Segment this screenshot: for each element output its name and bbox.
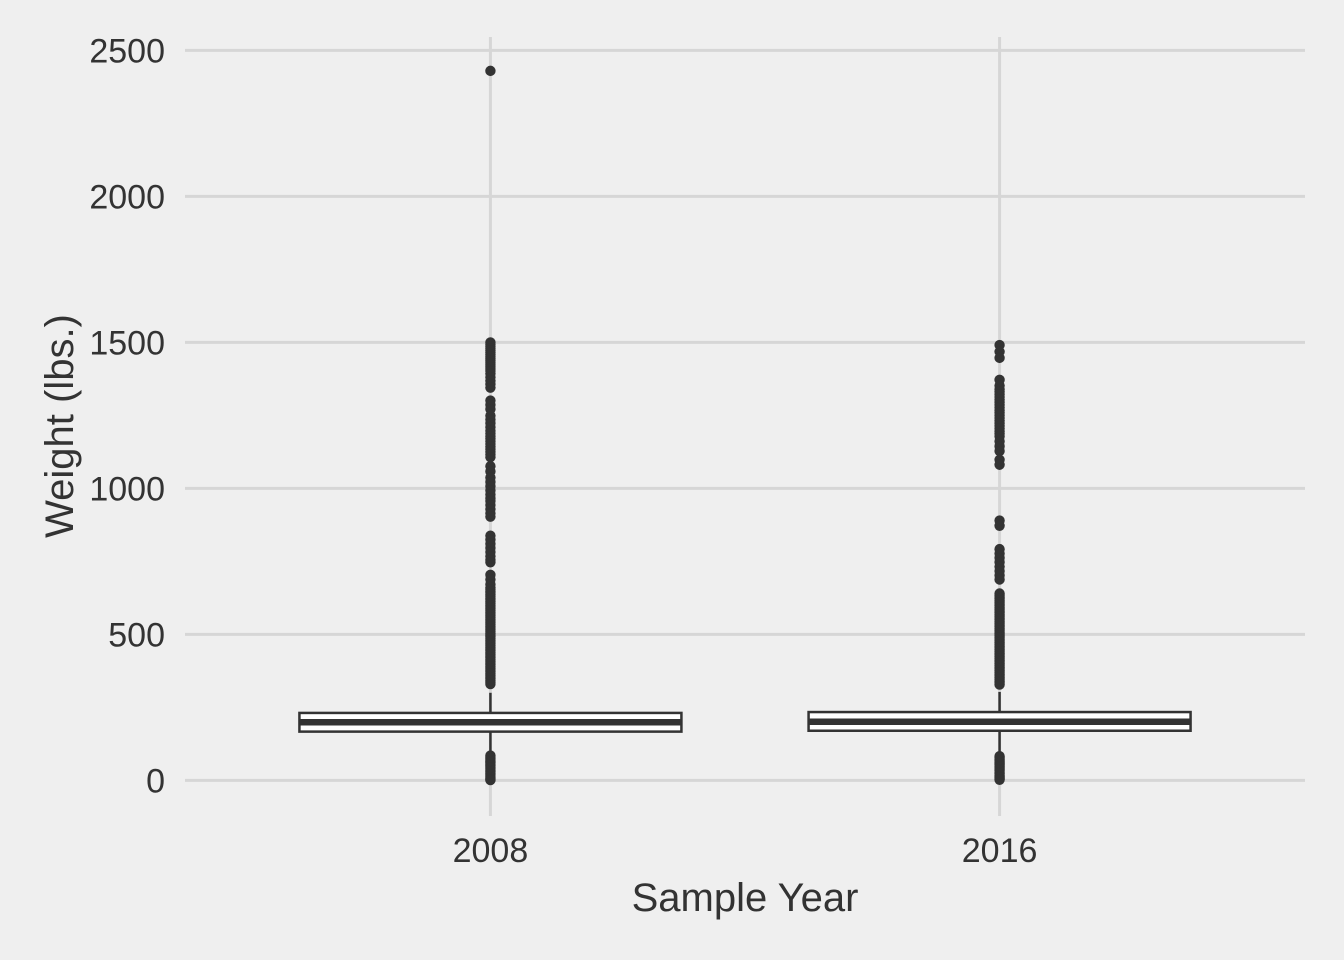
y-axis-title: Weight (lbs.) bbox=[38, 314, 82, 538]
outlier-point-2016 bbox=[994, 774, 1005, 785]
y-tick-label-2500: 2500 bbox=[89, 32, 165, 70]
outlier-point-2016 bbox=[994, 520, 1005, 531]
x-tick-label-2016: 2016 bbox=[962, 832, 1038, 870]
y-tick-label-0: 0 bbox=[146, 762, 165, 800]
outlier-point-2008 bbox=[485, 774, 496, 786]
outlier-point-2008 bbox=[485, 557, 496, 568]
outlier-point-2008 bbox=[485, 382, 496, 393]
y-tick-label-1000: 1000 bbox=[89, 470, 165, 508]
outlier-point-2008 bbox=[485, 451, 496, 463]
y-tick-label-2000: 2000 bbox=[89, 178, 165, 216]
y-tick-label-500: 500 bbox=[108, 616, 165, 654]
outlier-point-2016 bbox=[994, 445, 1005, 457]
x-axis-title: Sample Year bbox=[631, 876, 859, 920]
outlier-point-2016 bbox=[994, 679, 1005, 690]
outlier-point-2008 bbox=[485, 65, 496, 77]
outlier-point-2016 bbox=[994, 574, 1005, 585]
x-tick-label-2008: 2008 bbox=[453, 832, 529, 870]
outlier-point-2016 bbox=[994, 352, 1005, 364]
outlier-point-2016 bbox=[994, 459, 1005, 470]
y-tick-label-1500: 1500 bbox=[89, 324, 165, 362]
outlier-point-2008 bbox=[485, 678, 496, 690]
outlier-point-2008 bbox=[485, 511, 496, 522]
